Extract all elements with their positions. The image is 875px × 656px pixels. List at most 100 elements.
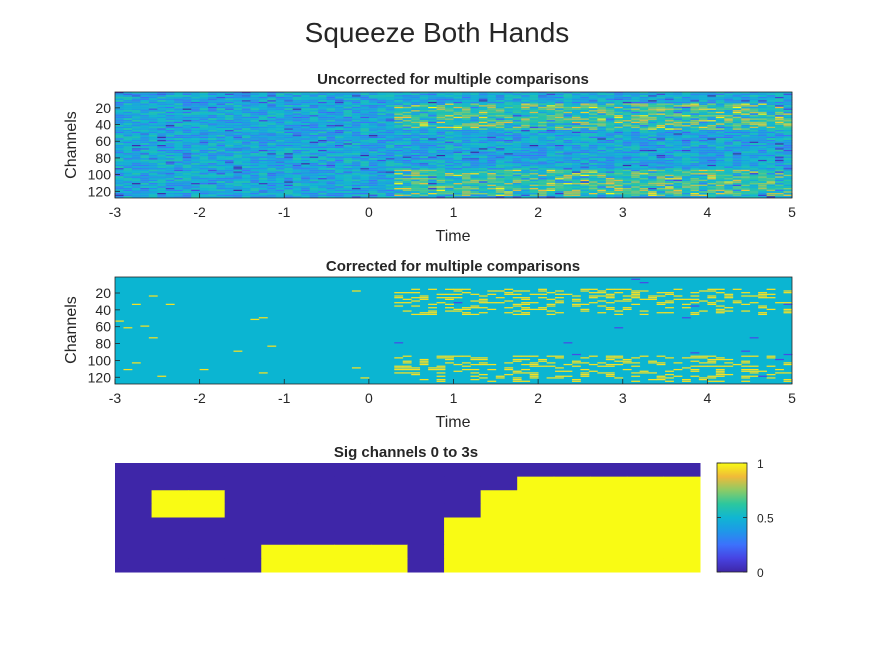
heatmap-cell bbox=[351, 100, 361, 102]
heatmap-cell bbox=[453, 149, 463, 152]
heatmap-cell bbox=[631, 108, 641, 110]
heatmap-cell bbox=[428, 131, 437, 133]
heatmap-cell bbox=[318, 116, 327, 119]
heatmap-cell bbox=[775, 179, 784, 182]
heatmap-cell bbox=[563, 135, 573, 137]
heatmap-cell bbox=[580, 186, 590, 188]
heatmap-cell bbox=[360, 169, 370, 172]
heatmap-cell bbox=[521, 156, 531, 158]
heatmap-cell bbox=[411, 156, 421, 158]
heatmap-cell bbox=[318, 131, 327, 133]
heatmap-cell bbox=[749, 188, 759, 190]
heatmap-cell bbox=[123, 126, 133, 129]
heatmap-cell bbox=[673, 146, 683, 148]
heatmap-cell bbox=[258, 183, 268, 185]
heatmap-cell bbox=[673, 193, 683, 195]
heatmap-cell bbox=[131, 179, 141, 182]
heatmap-cell bbox=[614, 96, 624, 99]
heatmap-cell bbox=[309, 98, 319, 100]
heatmap-cell bbox=[732, 138, 742, 140]
heatmap-cell bbox=[698, 145, 708, 147]
heatmap-cell bbox=[115, 186, 124, 188]
heatmap-cell bbox=[724, 113, 734, 115]
heatmap-cell bbox=[656, 181, 666, 183]
heatmap-cell bbox=[605, 158, 615, 160]
heatmap-cell bbox=[495, 163, 505, 165]
heatmap-cell bbox=[368, 93, 378, 95]
heatmap-cell bbox=[597, 146, 607, 148]
heatmap-cell bbox=[495, 128, 505, 130]
heatmap-cell bbox=[783, 101, 793, 104]
heatmap-cell bbox=[766, 100, 776, 102]
heatmap-cell bbox=[174, 171, 184, 173]
heatmap-cell bbox=[123, 140, 133, 142]
heatmap-cell bbox=[318, 143, 327, 145]
heatmap-cell bbox=[631, 143, 641, 145]
heatmap-cell bbox=[580, 164, 590, 167]
heatmap-cell bbox=[284, 183, 294, 185]
heatmap-cell bbox=[614, 118, 624, 120]
heatmap-cell bbox=[115, 193, 124, 195]
heatmap-cell bbox=[715, 156, 725, 158]
heatmap-cell bbox=[580, 178, 590, 180]
heatmap-cell bbox=[665, 154, 674, 157]
heatmap-cell bbox=[453, 133, 463, 135]
heatmap-cell bbox=[580, 161, 590, 163]
heatmap-cell bbox=[766, 136, 776, 138]
heatmap-cell bbox=[656, 136, 666, 138]
heatmap-cell bbox=[724, 156, 734, 158]
heatmap-cell bbox=[309, 151, 319, 153]
heatmap-cell bbox=[470, 189, 480, 191]
heatmap-cell bbox=[622, 183, 632, 185]
heatmap-cell bbox=[546, 181, 556, 183]
heatmap-cell bbox=[216, 153, 226, 155]
heatmap-cell bbox=[470, 105, 480, 107]
heatmap-cell bbox=[165, 156, 175, 158]
heatmap-cell bbox=[749, 141, 759, 143]
heatmap-cell bbox=[622, 191, 632, 193]
heatmap-cell bbox=[275, 92, 285, 94]
heatmap-cell bbox=[690, 116, 700, 119]
heatmap-cell bbox=[174, 178, 184, 180]
heatmap-cell bbox=[665, 93, 674, 95]
heatmap-cell bbox=[385, 141, 395, 143]
heatmap-cell bbox=[783, 184, 793, 186]
heatmap-cell bbox=[241, 153, 251, 155]
heatmap-cell bbox=[250, 135, 260, 137]
heatmap-cell bbox=[732, 154, 742, 157]
heatmap-cell bbox=[157, 153, 167, 155]
heatmap-cell bbox=[402, 173, 412, 175]
heatmap-cell bbox=[360, 178, 370, 180]
heatmap-cell bbox=[546, 101, 556, 104]
heatmap-cell bbox=[749, 151, 759, 153]
heatmap-cell bbox=[284, 173, 294, 175]
heatmap-cell bbox=[741, 161, 751, 163]
heatmap-cell bbox=[284, 166, 294, 168]
heatmap-cell bbox=[758, 151, 768, 153]
heatmap-cell bbox=[250, 100, 260, 102]
heatmap-cell bbox=[673, 125, 683, 127]
heatmap-cell bbox=[648, 158, 657, 160]
heatmap-cell bbox=[351, 120, 361, 122]
heatmap-cell bbox=[775, 176, 784, 178]
heatmap-cell bbox=[478, 118, 488, 120]
heatmap-cell bbox=[131, 181, 141, 183]
heatmap-cell bbox=[673, 103, 683, 105]
heatmap-cell bbox=[428, 183, 437, 185]
heatmap-cell bbox=[326, 103, 336, 105]
heatmap-cell bbox=[639, 101, 649, 104]
heatmap-cell bbox=[681, 151, 691, 153]
heatmap-cell bbox=[715, 178, 725, 180]
heatmap-cell bbox=[732, 123, 742, 125]
heatmap-cell bbox=[182, 191, 192, 193]
heatmap-cell bbox=[318, 121, 327, 124]
heatmap-cell bbox=[326, 130, 336, 132]
heatmap-cell bbox=[478, 168, 488, 170]
heatmap-cell bbox=[335, 123, 344, 125]
heatmap-cell bbox=[690, 151, 700, 153]
heatmap-cell bbox=[487, 121, 497, 124]
heatmap-cell bbox=[775, 131, 784, 133]
heatmap-cell bbox=[351, 95, 361, 97]
heatmap-cell bbox=[783, 188, 793, 190]
heatmap-cell bbox=[411, 111, 421, 114]
